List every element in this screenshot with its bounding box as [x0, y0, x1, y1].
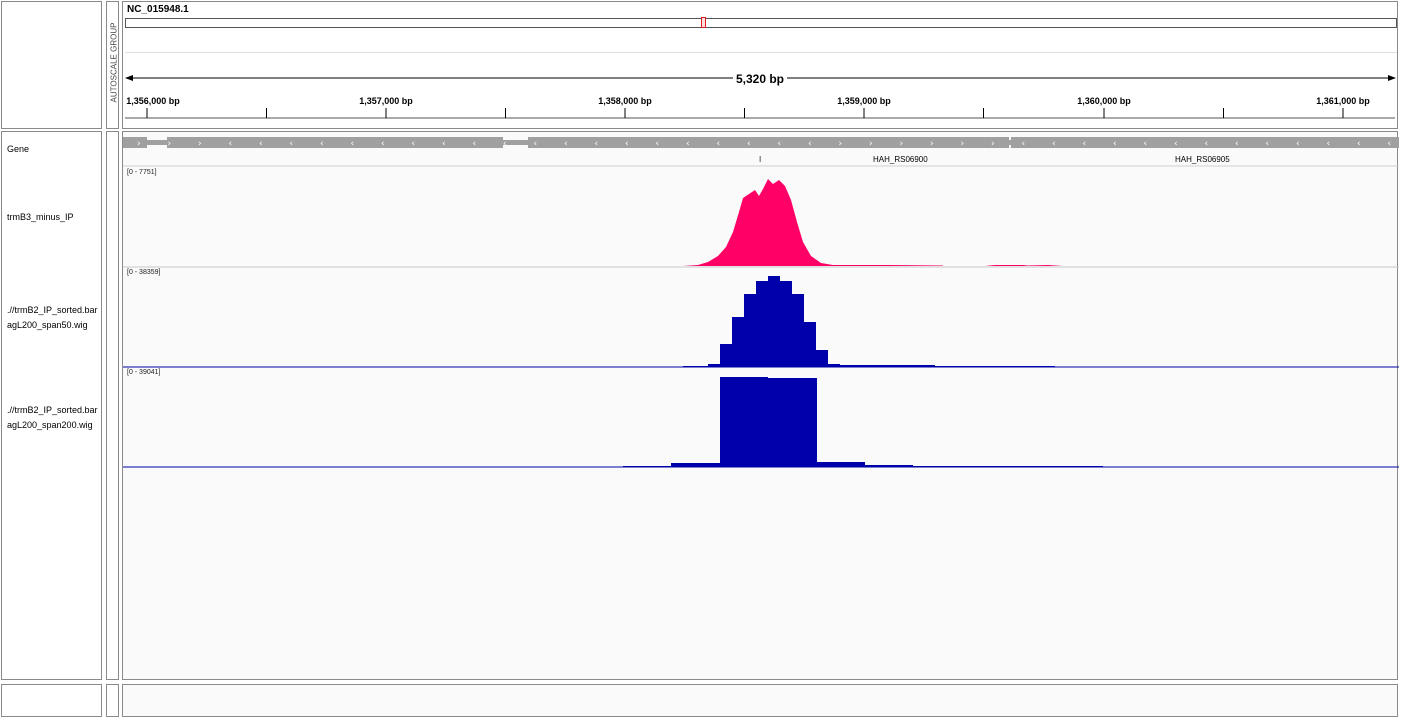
strand-arrow: ‹ — [1144, 139, 1148, 149]
strand-arrow: ‹ — [686, 139, 690, 149]
track-range-span200: [0 - 39041] — [127, 369, 161, 376]
span200-signal — [623, 377, 1103, 467]
chromosome-name: NC_015948.1 — [127, 4, 189, 15]
gene-intron — [503, 140, 528, 145]
strand-arrow: › — [839, 139, 843, 149]
strand-arrow: ‹ — [534, 139, 538, 149]
strand-arrow: ‹ — [351, 139, 355, 149]
strand-arrow: ‹ — [808, 139, 812, 149]
strand-arrow: ‹ — [1174, 139, 1178, 149]
track-name-span200[interactable]: .//trmB2_IP_sorted.bar agL200_span200.wi… — [7, 403, 98, 433]
strand-arrow: ‹ — [1327, 139, 1331, 149]
span50-signal — [683, 276, 1055, 367]
track-range-span50: [0 - 38359] — [127, 269, 161, 276]
gene-track-name[interactable]: Gene — [7, 142, 29, 157]
strand-arrow: ‹ — [595, 139, 599, 149]
footer-data-panel — [122, 684, 1398, 717]
gene-track: › › › ‹ ‹ ‹ ‹ ‹ ‹ ‹ ‹ ‹ ‹ ‹ ‹ ‹ ‹ ‹ ‹ ‹ ‹ ‹ ‹ › › › › › › ‹ ‹ ‹ ‹ ‹ ‹ ‹ ‹ ‹ ‹ ‹… — [123, 137, 1399, 149]
ruler-tick-label: 1,360,000 bp — [1077, 96, 1131, 106]
strand-arrow: › — [900, 139, 904, 149]
strand-arrow: ‹ — [1266, 139, 1270, 149]
ruler-tick-label: 1,359,000 bp — [837, 96, 891, 106]
strand-arrow: ‹ — [1205, 139, 1209, 149]
strand-arrow: › — [168, 139, 172, 149]
footer-attribute-panel — [106, 684, 119, 717]
header-data-panel: NC_015948.1 5,320 bp 1,356,000 bp 1,357,0… — [122, 1, 1398, 129]
footer-name-panel — [1, 684, 102, 717]
gene-feature — [1011, 137, 1399, 148]
strand-arrow: ‹ — [564, 139, 568, 149]
gene-small-mark: I — [759, 155, 762, 164]
track-data-svg: › › › ‹ ‹ ‹ ‹ ‹ ‹ ‹ ‹ ‹ ‹ ‹ ‹ ‹ ‹ ‹ ‹ ‹ ‹ ‹ ‹ › › › › › › ‹ ‹ ‹ ‹ ‹ ‹ ‹ ‹ ‹ ‹ ‹… — [123, 137, 1399, 468]
strand-arrow: ‹ — [1235, 139, 1239, 149]
strand-arrow: ‹ — [1113, 139, 1117, 149]
gene-feature — [797, 137, 1009, 148]
strand-arrow: › — [137, 139, 141, 149]
ruler-divider — [125, 52, 1397, 53]
gene-intron — [147, 140, 167, 145]
strand-arrow: ‹ — [229, 139, 233, 149]
ruler-tick-label: 1,356,000 bp — [126, 96, 180, 106]
ruler-tick-label: 1,357,000 bp — [359, 96, 413, 106]
track-name-span50-line2: agL200_span50.wig — [7, 320, 88, 330]
strand-arrow: ‹ — [656, 139, 660, 149]
strand-arrow: ‹ — [778, 139, 782, 149]
gene-intron — [1009, 140, 1013, 145]
strand-arrow: ‹ — [473, 139, 477, 149]
gene-feature — [167, 137, 503, 148]
strand-arrow: ‹ — [747, 139, 751, 149]
gene-feature — [123, 137, 147, 148]
header-name-panel — [1, 1, 102, 129]
strand-arrow: ‹ — [290, 139, 294, 149]
track-name-span50[interactable]: .//trmB2_IP_sorted.bar agL200_span50.wig — [7, 303, 98, 333]
strand-arrow: ‹ — [1022, 139, 1026, 149]
ruler-tick-label: 1,358,000 bp — [598, 96, 652, 106]
gene-track-name-text: Gene — [7, 144, 30, 154]
gene-intron — [793, 140, 799, 145]
track-name-trmB3[interactable]: trmB3_minus_IP — [7, 210, 74, 225]
track-name-span200-line2: agL200_span200.wig — [7, 420, 93, 430]
ruler-tick-label: 1,361,000 bp — [1316, 96, 1370, 106]
track-name-panel: Gene trmB3_minus_IP .//trmB2_IP_sorted.b… — [1, 131, 102, 680]
strand-arrow: ‹ — [1296, 139, 1300, 149]
gene-label-HAH_RS06905[interactable]: HAH_RS06905 — [1175, 155, 1230, 164]
track-name-trmB3-text: trmB3_minus_IP — [7, 212, 74, 222]
strand-arrow: ‹ — [503, 139, 507, 149]
gene-feature — [528, 137, 735, 148]
span-ruler — [125, 75, 1396, 119]
chromosome-ideogram[interactable] — [125, 17, 1397, 28]
gene-label-HAH_RS06900[interactable]: HAH_RS06900 — [873, 155, 928, 164]
strand-arrow: › — [961, 139, 965, 149]
strand-arrow: ‹ — [1388, 139, 1392, 149]
strand-arrow: ‹ — [381, 139, 385, 149]
span-label: 5,320 bp — [732, 72, 788, 86]
strand-arrow: ‹ — [625, 139, 629, 149]
track-range-trmB3: [0 - 7751] — [127, 169, 157, 176]
strand-arrow: ‹ — [1357, 139, 1361, 149]
header-attribute-panel: AUTOSCALE GROUP — [106, 1, 119, 129]
strand-arrow: › — [198, 139, 202, 149]
strand-arrow: ‹ — [1052, 139, 1056, 149]
strand-arrow: ‹ — [717, 139, 721, 149]
strand-arrow: ‹ — [442, 139, 446, 149]
track-attribute-panel — [106, 131, 119, 680]
track-data-panel[interactable]: › › › ‹ ‹ ‹ ‹ ‹ ‹ ‹ ‹ ‹ ‹ ‹ ‹ ‹ ‹ ‹ ‹ ‹ ‹ ‹ ‹ › › › › › › ‹ ‹ ‹ ‹ ‹ ‹ ‹ ‹ ‹ ‹ ‹… — [122, 131, 1399, 680]
autoscale-group-label: AUTOSCALE GROUP — [109, 22, 119, 103]
ideogram-current-region[interactable] — [701, 17, 706, 28]
strand-arrow: ‹ — [412, 139, 416, 149]
gene-feature — [735, 137, 797, 148]
trmB3-signal — [683, 179, 1063, 266]
strand-arrow: › — [869, 139, 873, 149]
track-name-span200-line1: .//trmB2_IP_sorted.bar — [7, 405, 98, 415]
strand-arrow: › — [930, 139, 934, 149]
strand-arrow: ‹ — [320, 139, 324, 149]
track-name-span50-line1: .//trmB2_IP_sorted.bar — [7, 305, 98, 315]
strand-arrow: ‹ — [1083, 139, 1087, 149]
strand-arrow: ‹ — [259, 139, 263, 149]
strand-arrow: › — [991, 139, 995, 149]
